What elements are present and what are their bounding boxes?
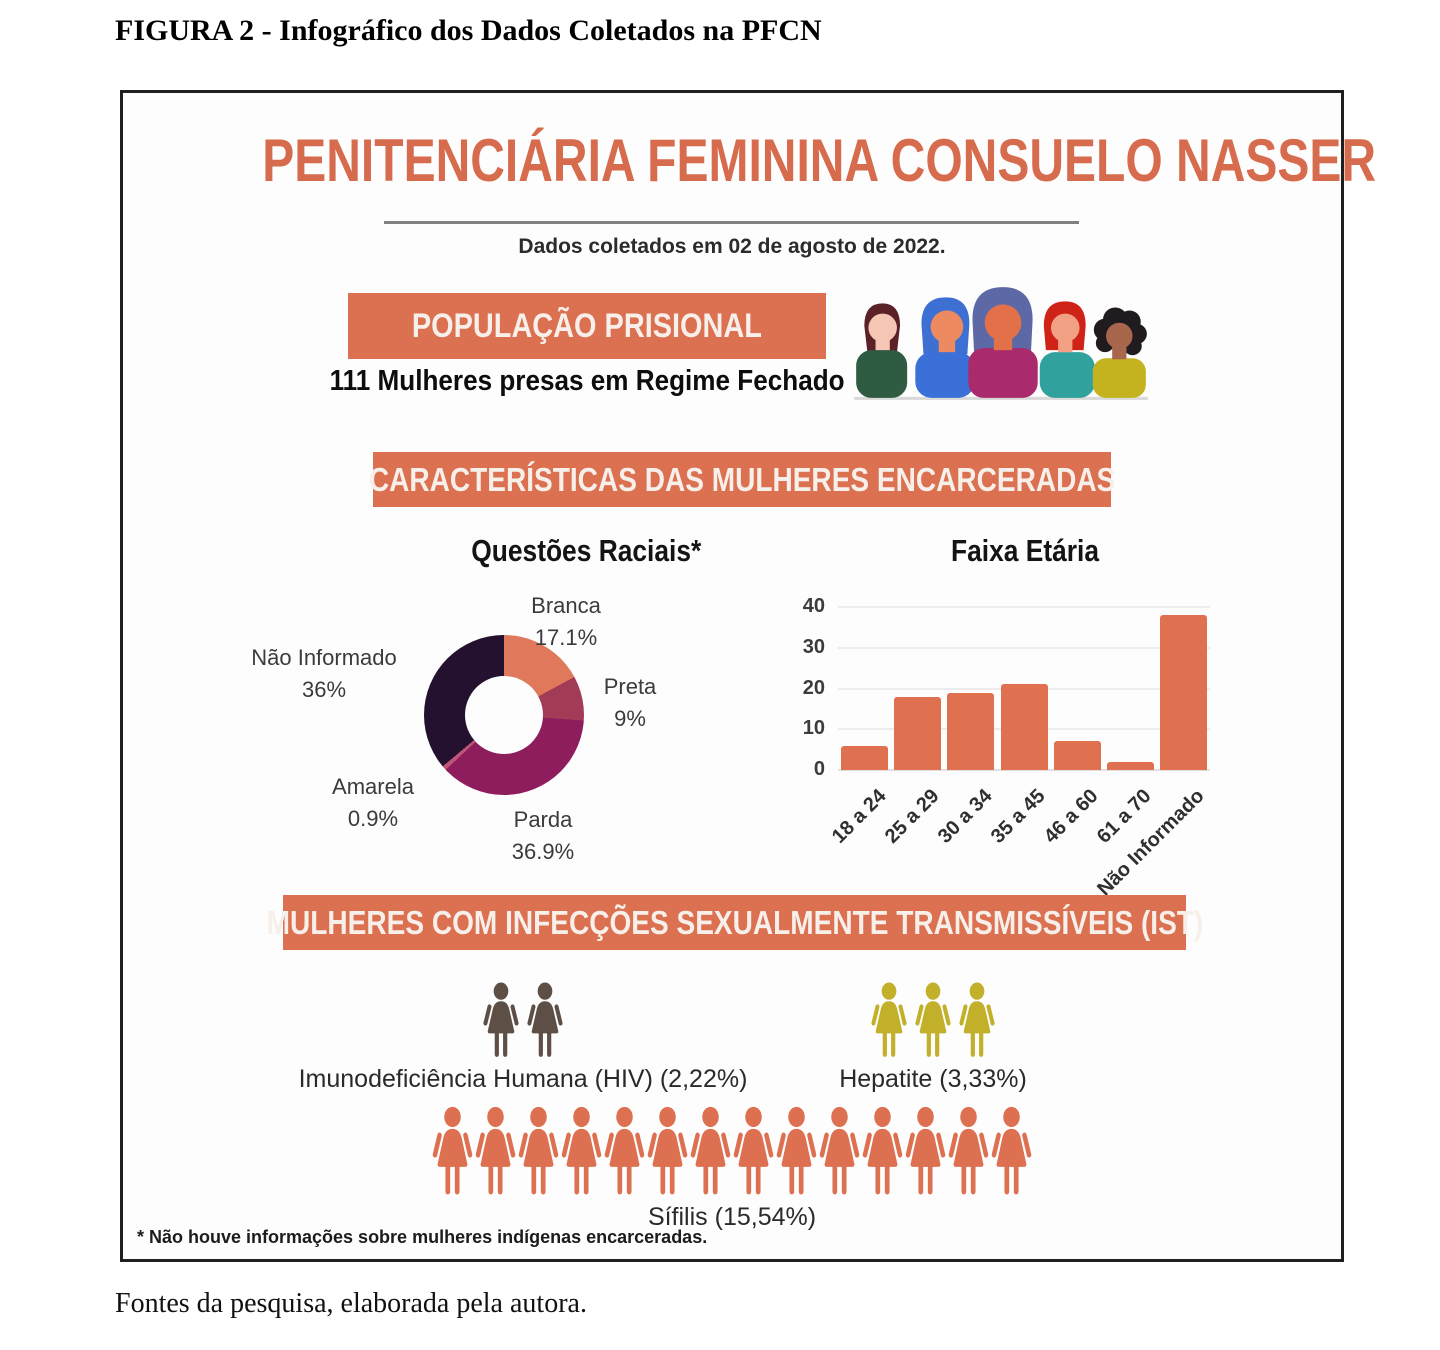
woman-icon bbox=[516, 1105, 561, 1197]
woman-icon bbox=[559, 1105, 604, 1197]
age-bar-chart bbox=[838, 606, 1210, 771]
donut-label-nao-informado: Não Informado 36% bbox=[251, 645, 397, 702]
bar-46 a 60 bbox=[1053, 741, 1101, 770]
ist-group-hiv: Imunodeficiência Humana (HIV) (2,22%) bbox=[293, 981, 753, 1094]
x-category-label: 30 a 34 bbox=[933, 785, 997, 848]
woman-icon bbox=[860, 1105, 905, 1197]
woman-icon bbox=[774, 1105, 819, 1197]
donut-label-parda: Parda 36.9% bbox=[511, 807, 575, 864]
x-axis-line bbox=[838, 769, 1210, 771]
bar-25 a 29 bbox=[894, 696, 942, 770]
woman-icon bbox=[525, 981, 565, 1059]
figure-caption-bottom: Fontes da pesquisa, elaborada pela autor… bbox=[115, 1288, 587, 1319]
woman-figure-2 bbox=[915, 297, 975, 398]
x-category-label: 46 a 60 bbox=[1039, 785, 1103, 848]
woman-figure-4 bbox=[1039, 301, 1095, 398]
five-women-illustration bbox=[854, 287, 1148, 400]
woman-icon bbox=[946, 1105, 991, 1197]
hiv-label: Imunodeficiência Humana (HIV) (2,22%) bbox=[298, 1065, 748, 1093]
hiv-icon-row bbox=[293, 981, 753, 1059]
woman-icon bbox=[913, 981, 953, 1059]
x-category-label: 18 a 24 bbox=[827, 785, 891, 848]
woman-icon bbox=[869, 981, 909, 1059]
woman-icon bbox=[430, 1105, 475, 1197]
gridline bbox=[838, 646, 1210, 649]
racial-donut-chart bbox=[424, 635, 584, 795]
population-caption: 111 Mulheres presas em Regime Fechado bbox=[329, 365, 845, 397]
bar-18 a 24 bbox=[841, 745, 889, 770]
y-tick-label: 10 bbox=[802, 717, 825, 740]
x-category-label: 35 a 45 bbox=[986, 785, 1050, 848]
infographic-subtitle: Dados coletados em 02 de agosto de 2022. bbox=[518, 235, 946, 258]
woman-icon bbox=[688, 1105, 733, 1197]
woman-icon bbox=[957, 981, 997, 1059]
woman-icon bbox=[731, 1105, 776, 1197]
x-category-label: 25 a 29 bbox=[880, 785, 944, 848]
donut-label-amarela: Amarela 0.9% bbox=[332, 774, 414, 831]
hepatite-label: Hepatite (3,33%) bbox=[839, 1065, 1027, 1093]
donut-hole bbox=[465, 676, 543, 754]
donut-label-branca: Branca 17.1% bbox=[531, 593, 601, 650]
y-tick-label: 40 bbox=[802, 595, 825, 617]
characteristics-banner: CARACTERÍSTICAS DAS MULHERES ENCARCERADA… bbox=[369, 452, 1115, 507]
sifilis-icon-row bbox=[123, 1105, 1341, 1197]
bar-Não Informado bbox=[1159, 615, 1207, 770]
woman-figure-3 bbox=[968, 287, 1038, 398]
donut-label-preta: Preta 9% bbox=[603, 674, 657, 731]
ist-group-sifilis: Sífilis (15,54%) bbox=[123, 1105, 1341, 1232]
population-banner: POPULAÇÃO PRISIONAL bbox=[348, 293, 826, 359]
title-divider bbox=[384, 221, 1079, 224]
woman-icon bbox=[817, 1105, 862, 1197]
y-tick-label: 0 bbox=[813, 758, 825, 780]
gridline bbox=[838, 606, 1210, 608]
woman-icon bbox=[903, 1105, 948, 1197]
sifilis-label: Sífilis (15,54%) bbox=[647, 1203, 817, 1231]
bar-61 a 70 bbox=[1106, 761, 1154, 770]
woman-figure-5 bbox=[1092, 307, 1147, 398]
infographic-title: PENITENCIÁRIA FEMININA CONSUELO NASSER bbox=[262, 127, 1377, 194]
figure-caption-top: FIGURA 2 - Infográfico dos Dados Coletad… bbox=[115, 14, 822, 47]
ist-banner: MULHERES COM INFECÇÕES SEXUALMENTE TRANS… bbox=[266, 895, 1203, 950]
age-chart-title: Faixa Etária bbox=[951, 533, 1099, 568]
hepatite-icon-row bbox=[753, 981, 1113, 1059]
racial-chart-title: Questões Raciais* bbox=[471, 533, 701, 568]
woman-icon bbox=[645, 1105, 690, 1197]
woman-icon bbox=[989, 1105, 1034, 1197]
y-tick-label: 30 bbox=[802, 635, 825, 658]
bar-35 a 45 bbox=[1000, 684, 1048, 770]
woman-icon bbox=[602, 1105, 647, 1197]
bar-30 a 34 bbox=[947, 692, 995, 770]
woman-icon bbox=[481, 981, 521, 1059]
woman-icon bbox=[473, 1105, 518, 1197]
ist-group-hepatite: Hepatite (3,33%) bbox=[753, 981, 1113, 1094]
y-tick-label: 20 bbox=[802, 676, 825, 699]
footnote: * Não houve informações sobre mulheres i… bbox=[137, 1227, 708, 1247]
infographic-box: PENITENCIÁRIA FEMININA CONSUELO NASSER D… bbox=[120, 90, 1377, 1262]
woman-figure-1 bbox=[856, 303, 908, 398]
